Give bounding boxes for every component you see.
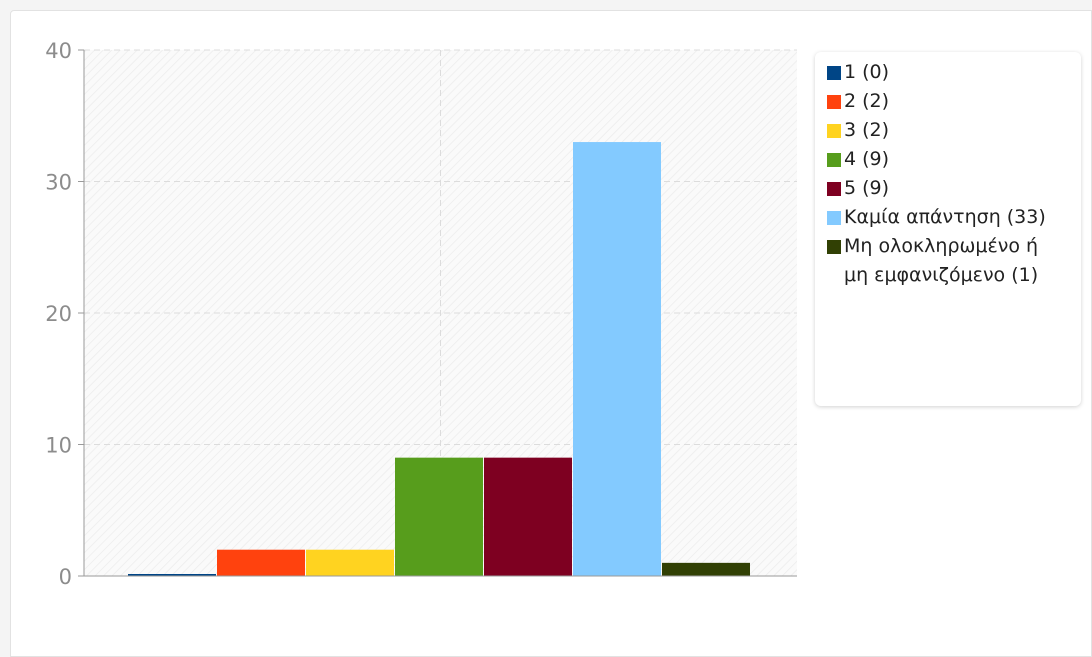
legend-swatch <box>827 240 841 254</box>
legend-label: 4 (9) <box>844 148 890 170</box>
legend-swatch <box>827 95 841 109</box>
legend-swatch <box>827 124 841 138</box>
legend-item-4: 4 (9) <box>827 145 1071 174</box>
legend-item-3: 3 (2) <box>827 116 1071 145</box>
y-tick-label: 10 <box>45 434 72 458</box>
legend-item-5: 5 (9) <box>827 174 1071 203</box>
legend-swatch <box>827 153 841 167</box>
bar-7 <box>662 562 750 576</box>
legend-label: 5 (9) <box>844 177 890 199</box>
bar-1 <box>128 574 216 576</box>
legend-label: 2 (2) <box>844 90 890 112</box>
bar-2 <box>217 549 305 576</box>
legend-item-6: Καμία απάντηση (33) <box>827 203 1071 232</box>
legend-swatch <box>827 211 841 225</box>
bar-5 <box>484 457 572 576</box>
legend-item-1: 1 (0) <box>827 58 1071 87</box>
bar-3 <box>306 549 394 576</box>
bar-chart: 0 10 20 30 40 <box>45 39 797 589</box>
legend-label: 1 (0) <box>844 61 890 83</box>
y-tick-label: 20 <box>45 302 72 326</box>
y-tick-label: 0 <box>59 565 72 589</box>
legend-swatch <box>827 66 841 80</box>
legend-swatch <box>827 182 841 196</box>
bar-4 <box>395 457 483 576</box>
chart-legend: 1 (0) 2 (2) 3 (2) 4 (9) 5 (9) Καμία απάντηση … <box>815 52 1081 406</box>
legend-item-7: Μη ολοκληρωμένο ή μη εμφανιζόμενο (1) <box>827 232 1071 290</box>
bar-6 <box>573 142 661 577</box>
legend-label: Μη ολοκληρωμένο ή μη εμφανιζόμενο (1) <box>844 235 1039 286</box>
y-tick-label: 40 <box>45 39 72 63</box>
legend-label: 3 (2) <box>844 119 890 141</box>
legend-item-2: 2 (2) <box>827 87 1071 116</box>
y-tick-label: 30 <box>45 171 72 195</box>
legend-label: Καμία απάντηση (33) <box>844 206 1046 228</box>
